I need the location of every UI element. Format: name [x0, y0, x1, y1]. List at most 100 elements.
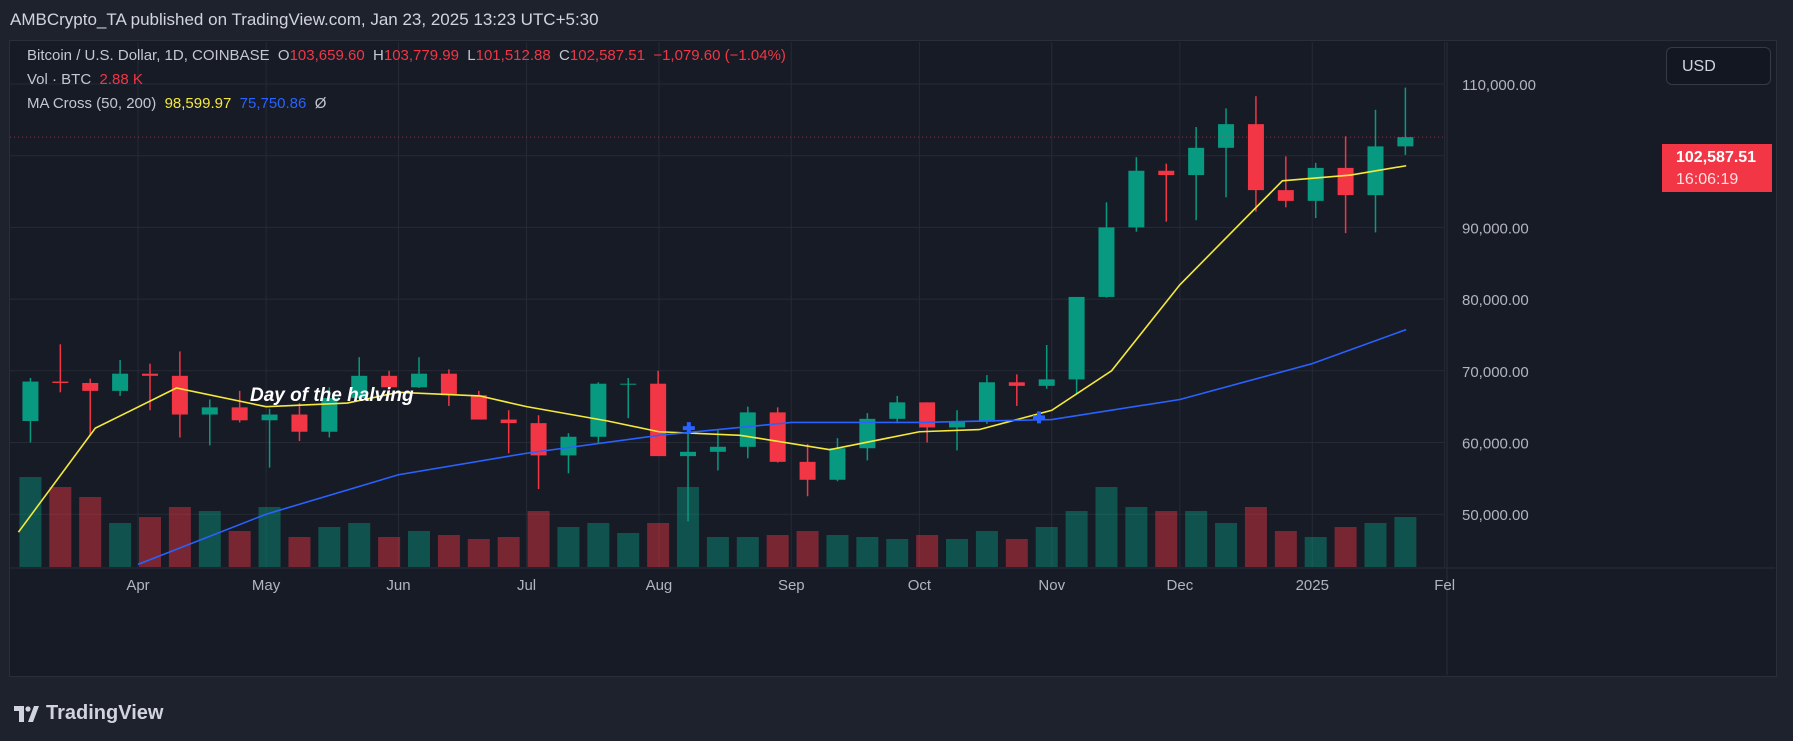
- volume-bar: [527, 511, 550, 567]
- candle-body: [829, 448, 846, 480]
- time-tick-label: Jul: [517, 577, 536, 594]
- volume-label[interactable]: Vol · BTC: [27, 71, 92, 88]
- volume-bar: [1274, 531, 1297, 567]
- candle-body: [650, 383, 667, 457]
- high-label: H: [373, 47, 384, 64]
- candle-body: [889, 402, 906, 419]
- ma-cross-marker: [1032, 411, 1045, 424]
- candle-body: [560, 436, 577, 456]
- time-tick-label: May: [252, 577, 281, 594]
- candle-body: [291, 414, 308, 432]
- volume-bar: [258, 507, 281, 567]
- time-tick-label: Apr: [126, 577, 149, 594]
- volume-bar: [796, 531, 819, 567]
- volume-bar: [587, 523, 610, 567]
- volume-bar: [647, 523, 670, 567]
- candle-body: [919, 402, 936, 428]
- volume-bar: [826, 535, 849, 567]
- volume-bar: [886, 539, 909, 567]
- price-tick-label: 110,000.00: [1462, 77, 1536, 94]
- volume-bar: [437, 535, 460, 567]
- volume-bar: [916, 535, 939, 567]
- price-tick-label: 70,000.00: [1462, 364, 1529, 381]
- candle-body: [709, 446, 726, 452]
- volume-bar: [1005, 539, 1028, 567]
- candle-body: [620, 383, 637, 385]
- ma-cross-marker: [682, 422, 695, 435]
- candle-body: [82, 382, 99, 391]
- time-tick-label: Nov: [1038, 577, 1065, 594]
- publisher-line: AMBCrypto_TA published on TradingView.co…: [10, 10, 599, 29]
- volume-bar: [677, 487, 700, 567]
- candle-body: [470, 395, 487, 420]
- candle-body: [440, 373, 457, 396]
- volume-bar: [19, 477, 42, 567]
- time-tick-label: Oct: [908, 577, 932, 594]
- halving-annotation[interactable]: Day of the halving: [250, 385, 414, 406]
- volume-bar: [1125, 507, 1148, 567]
- candle-body: [978, 382, 995, 422]
- candle-body: [1158, 170, 1175, 176]
- time-tick-label: Dec: [1167, 577, 1194, 594]
- candle-body: [530, 423, 547, 456]
- price-tick-label: 90,000.00: [1462, 220, 1529, 237]
- hidden-icon[interactable]: Ø: [314, 95, 327, 112]
- candle-body: [949, 421, 966, 428]
- candle-body: [171, 375, 188, 415]
- volume-bar: [49, 487, 72, 567]
- volume-bar: [1065, 511, 1088, 567]
- volume-bar: [1095, 487, 1118, 567]
- candle-body: [411, 373, 428, 388]
- volume-bar: [1334, 527, 1357, 567]
- volume-bar: [1185, 511, 1208, 567]
- legend-ma-row: MA Cross (50, 200) 98,599.97 75,750.86 Ø: [27, 95, 326, 112]
- volume-bar: [706, 537, 729, 567]
- volume-bar: [318, 527, 341, 567]
- tradingview-logo[interactable]: TradingView: [14, 702, 163, 725]
- volume-bar: [1304, 537, 1327, 567]
- high-value: 103,779.99: [383, 47, 459, 64]
- candle-body: [590, 383, 607, 437]
- volume-bar: [1215, 523, 1238, 567]
- candle-body: [1038, 379, 1055, 386]
- volume-bar: [228, 531, 251, 567]
- candle-body: [1247, 124, 1264, 191]
- volume-bar: [736, 537, 759, 567]
- candle-body: [112, 373, 129, 391]
- open-value: 103,659.60: [289, 47, 365, 64]
- candle-body: [321, 398, 338, 432]
- candle-body: [381, 375, 398, 388]
- volume-bar: [139, 517, 161, 567]
- symbol-name[interactable]: Bitcoin / U.S. Dollar, 1D, COINBASE: [27, 47, 270, 64]
- close-label: C: [559, 47, 570, 64]
- candle-body: [1068, 296, 1085, 380]
- volume-bar: [617, 533, 640, 567]
- price-tick-label: 50,000.00: [1462, 507, 1529, 524]
- candle-body: [351, 375, 368, 399]
- volume-bar: [408, 531, 431, 567]
- ma50-value: 98,599.97: [164, 95, 232, 112]
- volume-bar: [766, 535, 789, 567]
- ma50-line: [17, 164, 1407, 533]
- bar-countdown: 16:06:19: [1676, 171, 1739, 188]
- ma-label[interactable]: MA Cross (50, 200): [27, 95, 157, 112]
- low-value: 101,512.88: [475, 47, 551, 64]
- volume-bar: [288, 537, 311, 567]
- last-price-label: 102,587.51 16:06:19: [1662, 144, 1772, 192]
- change-value: −1,079.60 (−1.04%): [653, 47, 786, 64]
- price-tick-label: 80,000.00: [1462, 292, 1529, 309]
- open-label: O: [277, 47, 290, 64]
- volume-value: 2.88 K: [99, 71, 143, 88]
- volume-bar: [467, 539, 490, 567]
- candle-body: [1397, 137, 1414, 147]
- volume-bar: [946, 539, 969, 567]
- currency-button[interactable]: USD: [1666, 47, 1771, 85]
- candle-body: [231, 407, 248, 421]
- close-value: 102,587.51: [569, 47, 645, 64]
- candle-body: [1337, 167, 1354, 196]
- candle-body: [1277, 190, 1294, 201]
- candle-body: [769, 412, 786, 462]
- candle-body: [1128, 170, 1145, 228]
- tradingview-logo-icon: [14, 705, 39, 722]
